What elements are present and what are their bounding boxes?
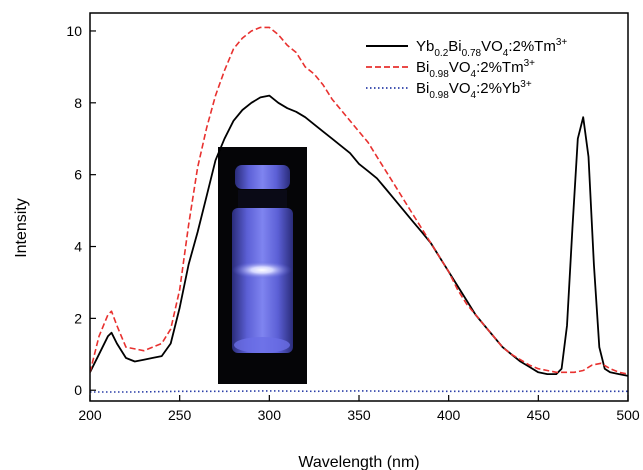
- y-tick-label: 8: [74, 95, 82, 111]
- y-axis: 0 2 4 6 8 10: [66, 23, 96, 398]
- legend-label-1: Yb0.2Bi0.78VO4:2%Tm3+: [416, 37, 567, 59]
- y-tick-label: 4: [74, 239, 82, 255]
- inset-tube-cap: [235, 165, 290, 189]
- series-line-1: [90, 96, 628, 376]
- x-tick-label: 300: [258, 407, 282, 423]
- y-tick-label: 2: [74, 310, 82, 326]
- x-tick-label: 250: [168, 407, 192, 423]
- legend: Yb0.2Bi0.78VO4:2%Tm3+Bi0.98VO4:2%Tm3+Bi0…: [366, 37, 567, 101]
- x-axis-label: Wavelength (nm): [298, 454, 419, 470]
- x-axis: 200 250 300 350 400 450 500: [78, 395, 640, 423]
- inset-tube-base: [234, 337, 290, 353]
- x-tick-label: 400: [437, 407, 461, 423]
- inset-photo: [218, 147, 307, 384]
- x-tick-label: 450: [527, 407, 551, 423]
- x-tick-label: 350: [347, 407, 371, 423]
- series-line-3: [90, 391, 628, 392]
- inset-tube-body: [232, 208, 293, 353]
- series-line-2: [90, 27, 628, 374]
- inset-tube-neck: [238, 190, 287, 208]
- legend-label-2: Bi0.98VO4:2%Tm3+: [416, 58, 535, 80]
- series-layer: [90, 27, 628, 392]
- y-tick-label: 0: [74, 382, 82, 398]
- y-tick-label: 10: [66, 23, 82, 39]
- y-tick-label: 6: [74, 167, 82, 183]
- x-tick-label: 500: [616, 407, 640, 423]
- legend-label-3: Bi0.98VO4:2%Yb3+: [416, 79, 532, 101]
- inset-glow-band: [232, 261, 292, 279]
- x-tick-label: 200: [78, 407, 102, 423]
- y-axis-label: Intensity: [13, 198, 30, 258]
